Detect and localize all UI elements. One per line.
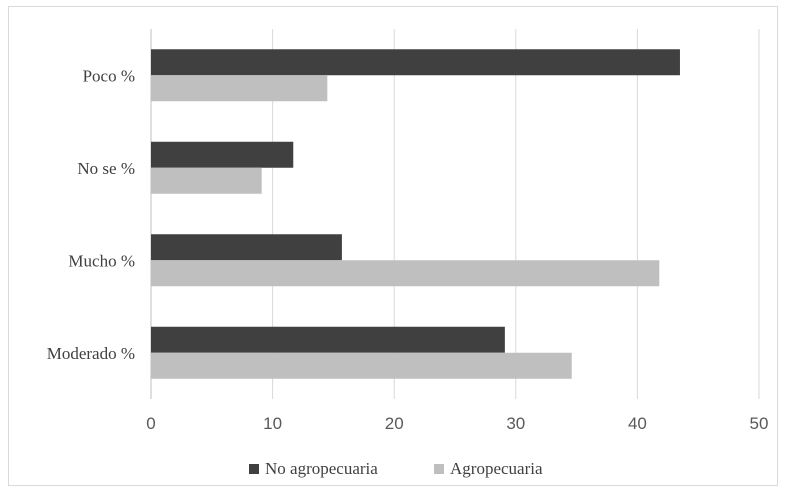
- x-tick-label-50: 50: [750, 414, 769, 433]
- bar-agropecuaria-poco: [151, 75, 328, 102]
- bar-agropecuaria-moderado: [151, 352, 572, 379]
- x-tick-label-10: 10: [263, 414, 282, 433]
- chart-frame: Poco % No se % Mucho % Moderado % 0 10 20 30 40…: [8, 6, 778, 486]
- x-tick-label-40: 40: [628, 414, 647, 433]
- category-label-moderado: Moderado %: [47, 344, 135, 363]
- category-label-mucho: Mucho %: [68, 251, 135, 270]
- legend-label-no-agropecuaria: No agropecuaria: [265, 459, 378, 478]
- bar-no-agropecuaria-poco: [151, 49, 680, 76]
- bar-agropecuaria-mucho: [151, 260, 660, 287]
- bar-no-agropecuaria-moderado: [151, 326, 505, 353]
- x-tick-label-0: 0: [146, 414, 155, 433]
- bar-no-agropecuaria-mucho: [151, 234, 342, 261]
- x-tick-labels: 0 10 20 30 40 50: [146, 414, 768, 433]
- x-tick-label-30: 30: [506, 414, 525, 433]
- legend-swatch-agropecuaria: [434, 464, 444, 474]
- bar-chart: Poco % No se % Mucho % Moderado % 0 10 20 30 40…: [47, 29, 768, 478]
- category-labels: Poco % No se % Mucho % Moderado %: [47, 66, 135, 363]
- legend-swatch-no-agropecuaria: [249, 464, 259, 474]
- bar-agropecuaria-no-se: [151, 167, 262, 194]
- x-tick-label-20: 20: [385, 414, 404, 433]
- bar-no-agropecuaria-no-se: [151, 141, 294, 168]
- legend-label-agropecuaria: Agropecuaria: [450, 459, 543, 478]
- legend: No agropecuaria Agropecuaria: [249, 459, 543, 478]
- category-label-poco: Poco %: [83, 66, 135, 85]
- bars: [151, 49, 680, 379]
- category-label-no-se: No se %: [77, 159, 135, 178]
